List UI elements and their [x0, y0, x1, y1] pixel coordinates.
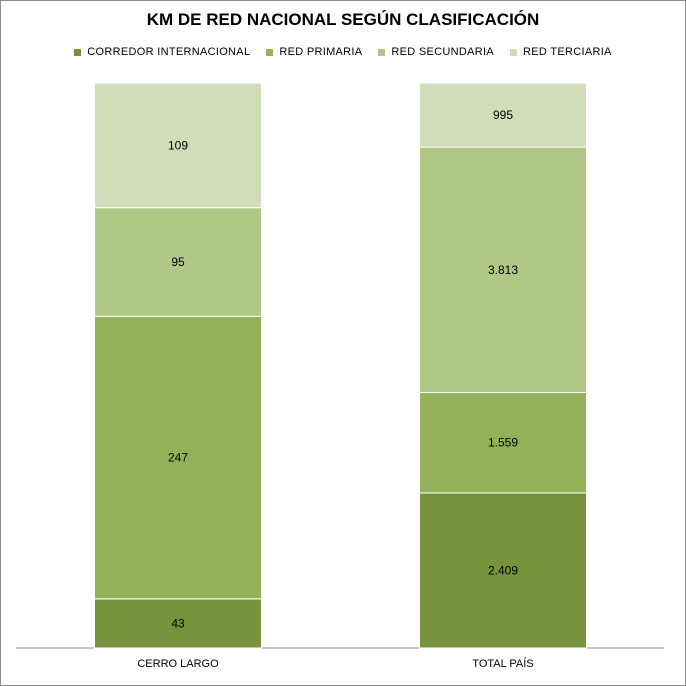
data-label-total-pais-corredor-internacional: 2.409 — [488, 563, 518, 577]
category-label-cerro-largo: CERRO LARGO — [137, 658, 219, 670]
data-label-cerro-largo-red-secundaria: 95 — [171, 255, 185, 269]
data-label-cerro-largo-corredor-internacional: 43 — [171, 616, 185, 630]
bar-cerro-largo-corredor-internacional — [94, 598, 262, 649]
legend-swatch — [510, 48, 518, 56]
bar-total-pais-red-primaria — [419, 392, 587, 494]
data-label-total-pais-red-secundaria: 3.813 — [488, 263, 518, 277]
chart-title: KM DE RED NACIONAL SEGÚN CLASIFICACIÓN — [146, 10, 540, 29]
category-label-total-pais: TOTAL PAÍS — [472, 657, 533, 670]
legend: CORREDOR INTERNACIONAL RED PRIMARIA RED SE… — [0, 46, 686, 58]
legend-item-red-secundaria: RED SECUNDARIA — [378, 46, 494, 58]
legend-swatch — [74, 48, 82, 56]
data-label-total-pais-red-terciaria: 995 — [493, 108, 513, 122]
legend-swatch — [378, 48, 386, 56]
bar-total-pais-corredor-internacional — [419, 492, 587, 649]
bar-cerro-largo-red-primaria — [94, 315, 262, 600]
legend-label: CORREDOR INTERNACIONAL — [87, 46, 251, 58]
bar-cerro-largo-red-terciaria — [94, 82, 262, 209]
bar-total-pais-red-terciaria — [419, 82, 587, 148]
legend-swatch — [266, 48, 274, 56]
legend-item-corredor-internacional: CORREDOR INTERNACIONAL — [74, 46, 250, 58]
data-label-cerro-largo-red-primaria: 247 — [168, 451, 188, 465]
legend-item-red-terciaria: RED TERCIARIA — [510, 46, 612, 58]
bars: 43 247 95 109 2.409 1.559 3.813 995 — [94, 82, 587, 649]
bar-cerro-largo-red-secundaria — [94, 207, 262, 317]
data-label-total-pais-red-primaria: 1.559 — [488, 436, 518, 450]
legend-label: RED PRIMARIA — [279, 46, 363, 58]
data-label-cerro-largo-red-terciaria: 109 — [168, 138, 188, 152]
legend-label: RED SECUNDARIA — [391, 46, 495, 58]
legend-item-red-primaria: RED PRIMARIA — [266, 46, 362, 58]
legend-label: RED TERCIARIA — [523, 46, 612, 58]
category-labels: CERRO LARGO TOTAL PAÍS — [137, 657, 533, 670]
